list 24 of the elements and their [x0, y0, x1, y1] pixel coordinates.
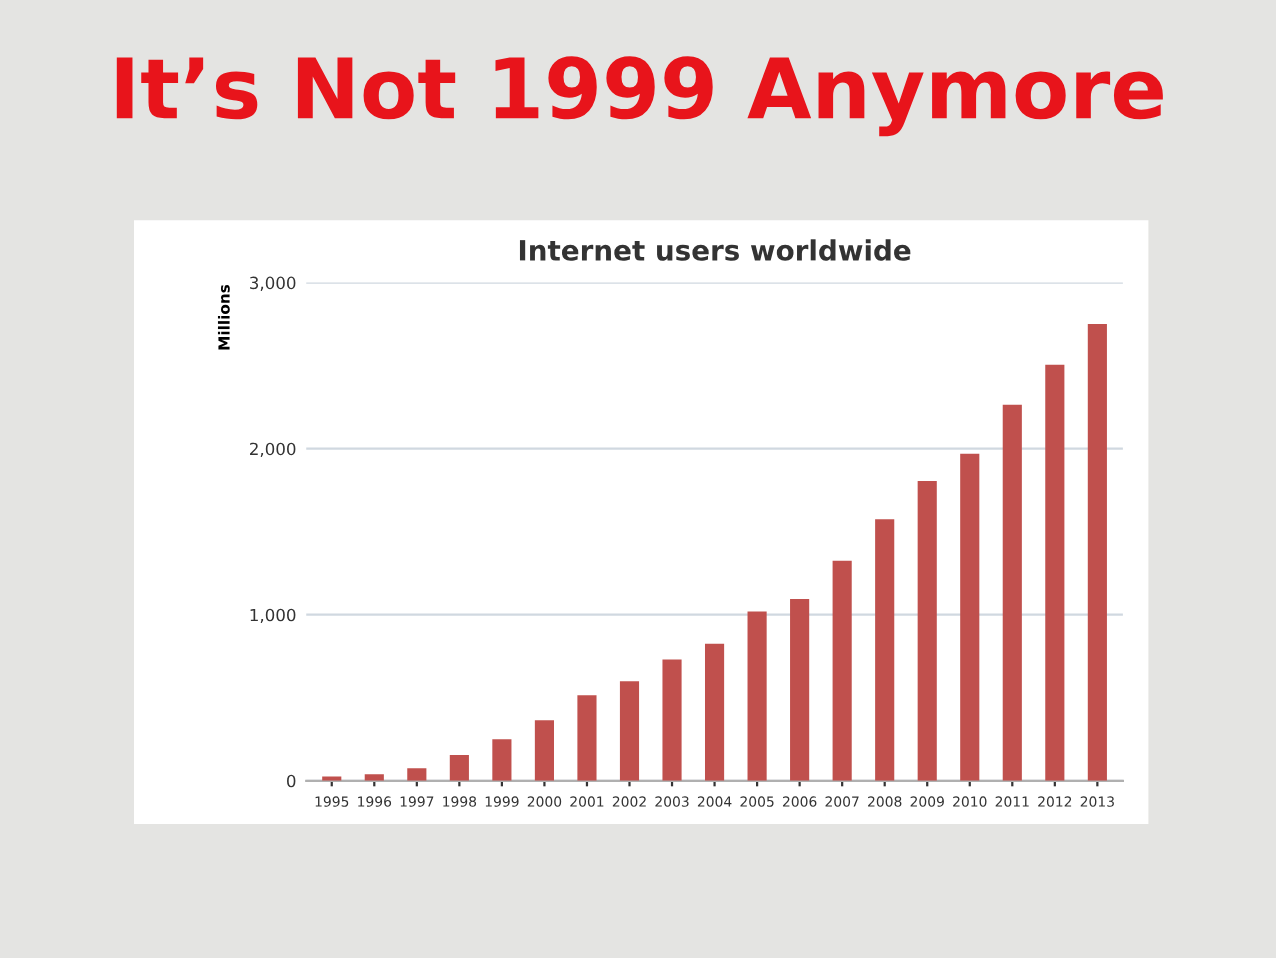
bar — [1045, 364, 1065, 781]
bar — [449, 755, 469, 781]
bar — [1002, 404, 1022, 781]
bar — [917, 481, 937, 781]
bar — [704, 643, 725, 781]
bar — [407, 768, 427, 781]
bar — [619, 681, 640, 781]
bar — [364, 774, 384, 781]
bar — [577, 695, 597, 781]
bar — [960, 453, 980, 781]
y-tick-label: 1,000 — [250, 608, 296, 623]
chart-title: Internet users worldwide — [519, 239, 911, 261]
chart-subtitle: It’s Not 1999 Anymore — [116, 56, 1163, 137]
bar — [662, 659, 682, 781]
bar — [875, 519, 895, 781]
bar — [534, 720, 554, 781]
bar — [790, 598, 810, 781]
bar — [492, 739, 512, 781]
y-tick-label: 3,000 — [250, 276, 296, 291]
bar — [747, 611, 767, 781]
y-tick-label: 0 — [287, 774, 296, 788]
y-tick-label: 2,000 — [250, 442, 296, 457]
bar — [1087, 324, 1107, 781]
bar — [832, 560, 852, 781]
